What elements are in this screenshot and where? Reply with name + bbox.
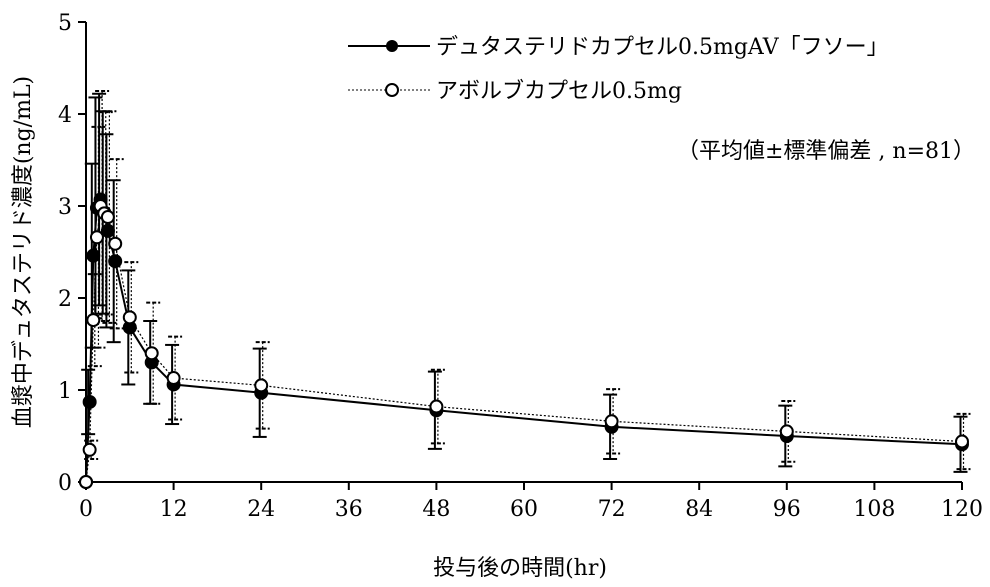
x-tick-label: 108 bbox=[853, 497, 895, 522]
x-tick-label: 24 bbox=[247, 497, 275, 522]
marks bbox=[79, 90, 971, 489]
x-axis-label: 投与後の時間(hr) bbox=[433, 556, 607, 581]
x-tick-label: 120 bbox=[941, 497, 983, 522]
data-point-open bbox=[254, 378, 269, 393]
data-point-open bbox=[144, 346, 159, 361]
data-point-open bbox=[86, 313, 101, 328]
legend: デュタステリドカプセル0.5mgAV「フソー」 アボルブカプセル0.5mg bbox=[348, 35, 889, 104]
annotation: （平均値±標準偏差 , n=81） bbox=[677, 139, 975, 164]
data-point-open bbox=[108, 236, 123, 251]
data-point-open bbox=[166, 371, 181, 386]
data-point-open bbox=[100, 210, 115, 225]
data-point-open bbox=[122, 310, 137, 325]
x-tick-label: 48 bbox=[422, 497, 450, 522]
x-tick-label: 96 bbox=[773, 497, 801, 522]
y-tick-label: 5 bbox=[58, 11, 72, 36]
series-line bbox=[85, 203, 963, 483]
legend-label-2: アボルブカプセル0.5mg bbox=[436, 79, 682, 104]
y-tick-label: 0 bbox=[58, 471, 72, 496]
y-tick-label: 4 bbox=[58, 103, 72, 128]
x-tick-label: 60 bbox=[510, 497, 538, 522]
y-tick-label: 2 bbox=[58, 287, 72, 312]
x-tick-label: 36 bbox=[335, 497, 363, 522]
data-point-open bbox=[89, 230, 104, 245]
y-tick-label: 3 bbox=[58, 195, 72, 220]
x-tick-label: 72 bbox=[598, 497, 626, 522]
data-point-open bbox=[79, 475, 93, 489]
x-tick-label: 0 bbox=[79, 497, 93, 522]
data-point-filled bbox=[108, 254, 123, 269]
legend-marker-2 bbox=[385, 83, 399, 97]
y-tick-label: 1 bbox=[58, 379, 72, 404]
data-point-filled bbox=[86, 248, 101, 263]
data-point-filled bbox=[100, 223, 115, 238]
y-axis-label: 血漿中デュタステリド濃度(ng/mL) bbox=[11, 76, 36, 428]
data-point-filled bbox=[82, 394, 97, 409]
x-tick-label: 12 bbox=[160, 497, 188, 522]
series-line bbox=[85, 196, 963, 483]
data-point-open bbox=[604, 414, 619, 429]
legend-label-1: デュタステリドカプセル0.5mgAV「フソー」 bbox=[436, 35, 889, 60]
x-tick-label: 84 bbox=[685, 497, 713, 522]
data-point-open bbox=[82, 442, 97, 457]
data-point-open bbox=[779, 424, 794, 439]
data-point-open bbox=[955, 434, 969, 449]
legend-marker-1 bbox=[386, 40, 398, 52]
data-point-open bbox=[429, 399, 444, 414]
